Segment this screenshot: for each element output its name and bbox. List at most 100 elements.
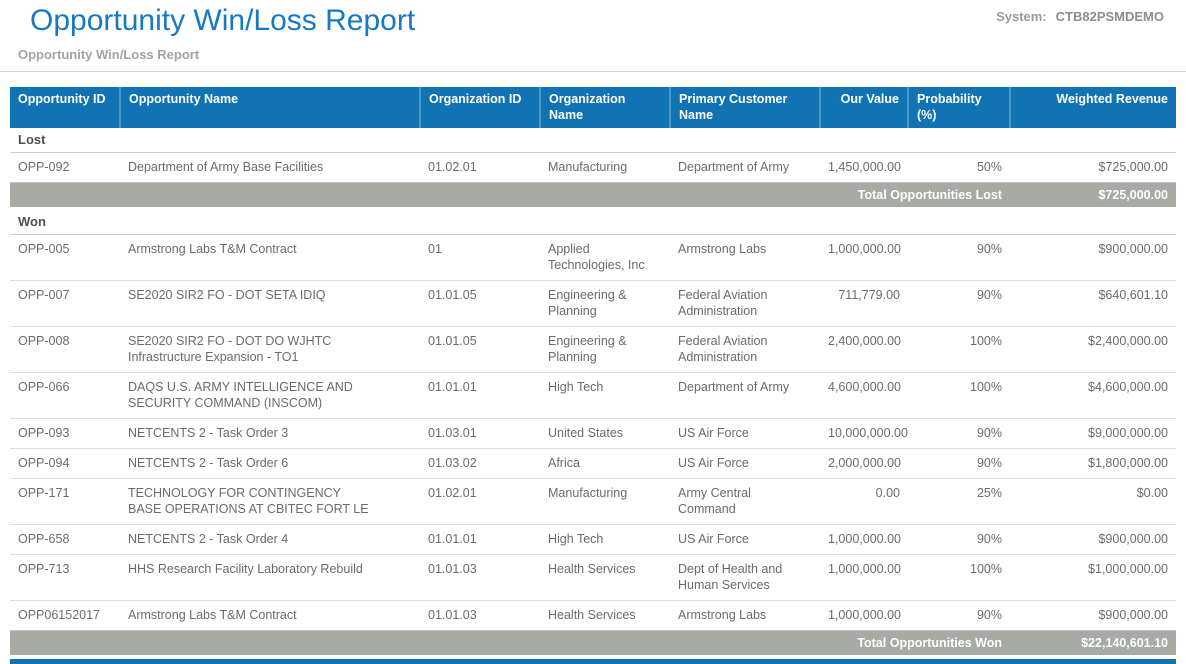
cell-id: OPP-094 [10,448,120,479]
table-row: OPP-008 SE2020 SIR2 FO - DOT DO WJHTC Inf… [10,326,1176,373]
cell-org-name: Africa [540,448,670,479]
column-header-primary-customer-name: Primary Customer Name [669,87,820,128]
page-title: Opportunity Win/Loss Report [30,4,416,37]
cell-customer: Federal Aviation Administration [670,326,820,373]
cell-our-value: 1,000,000.00 [820,554,908,601]
cell-our-value: 0.00 [820,478,908,525]
column-header-organization-id: Organization ID [419,87,540,128]
column-header-organization-name: Organization Name [539,87,670,128]
cell-org-id: 01.03.02 [420,448,540,479]
cell-our-value: 10,000,000.00 [820,418,908,449]
cell-org-id: 01.01.01 [420,372,540,419]
cell-id: OPP-713 [10,554,120,601]
cell-name: Armstrong Labs T&M Contract [120,600,420,631]
cell-id: OPP-093 [10,418,120,449]
cell-customer: US Air Force [670,524,820,555]
cell-weighted: $2,400,000.00 [1010,326,1176,373]
total-row: Total Opportunities Won $22,140,601.10 [10,630,1176,658]
cell-probability: 25% [908,478,1010,525]
cell-our-value: 1,000,000.00 [820,234,908,281]
cell-org-name: High Tech [540,372,670,419]
total-label: Total Opportunities Lost [10,182,1010,210]
column-header-opportunity-name: Opportunity Name [119,87,420,128]
cell-probability: 50% [908,152,1010,183]
cell-id: OPP-171 [10,478,120,525]
section-row: Won [10,208,1176,235]
cell-our-value: 2,400,000.00 [820,326,908,373]
total-value: $725,000.00 [1010,182,1176,210]
cell-org-name: Manufacturing [540,478,670,525]
table-row: OPP-092 Department of Army Base Facilitie… [10,152,1176,183]
cell-org-id: 01 [420,234,540,281]
cell-name: SE2020 SIR2 FO - DOT DO WJHTC Infrastruc… [120,326,420,373]
cell-name: DAQS U.S. ARMY INTELLIGENCE AND SECURITY… [120,372,420,419]
cell-our-value: 1,000,000.00 [820,524,908,555]
cell-id: OPP-008 [10,326,120,373]
cell-org-name: United States [540,418,670,449]
cell-org-id: 01.02.01 [420,478,540,525]
cell-name: SE2020 SIR2 FO - DOT SETA IDIQ [120,280,420,327]
total-row: Total Opportunities Lost $725,000.00 [10,182,1176,210]
cell-weighted: $1,000,000.00 [1010,554,1176,601]
cell-weighted: $725,000.00 [1010,152,1176,183]
cell-customer: Armstrong Labs [670,234,820,281]
cell-name: NETCENTS 2 - Task Order 4 [120,524,420,555]
cell-probability: 100% [908,326,1010,373]
cell-org-id: 01.02.01 [420,152,540,183]
table-header: Opportunity ID Opportunity Name Organiza… [10,87,1176,128]
cell-probability: 100% [908,372,1010,419]
cell-customer: Dept of Health and Human Services [670,554,820,601]
report-table-container: Opportunity ID Opportunity Name Organiza… [10,87,1176,658]
cell-customer: Armstrong Labs [670,600,820,631]
column-header-opportunity-id: Opportunity ID [10,87,120,128]
cell-org-name: Health Services [540,600,670,631]
cell-org-id: 01.03.01 [420,418,540,449]
cell-org-id: 01.01.05 [420,326,540,373]
cell-org-name: Health Services [540,554,670,601]
table-row: OPP-658 NETCENTS 2 - Task Order 4 01.01.01… [10,524,1176,555]
column-header-probability: Probability (%) [907,87,1010,128]
section-label: Lost [10,128,1176,153]
cell-name: NETCENTS 2 - Task Order 3 [120,418,420,449]
column-header-our-value: Our Value [819,87,908,128]
cell-id: OPP-092 [10,152,120,183]
cell-org-name: Engineering & Planning [540,326,670,373]
cell-our-value: 4,600,000.00 [820,372,908,419]
cell-name: TECHNOLOGY FOR CONTINGENCY BASE OPERATIO… [120,478,420,525]
table-row: OPP-005 Armstrong Labs T&M Contract 01 Appl… [10,234,1176,281]
cell-customer: Federal Aviation Administration [670,280,820,327]
cell-probability: 90% [908,418,1010,449]
report-table-body: Lost OPP-092 Department of Army Base Facil… [10,128,1176,658]
cell-weighted: $1,800,000.00 [1010,448,1176,479]
cell-weighted: $900,000.00 [1010,234,1176,281]
cell-id: OPP-005 [10,234,120,281]
report-subtitle: Opportunity Win/Loss Report [18,47,200,62]
cell-org-id: 01.01.05 [420,280,540,327]
cell-name: Armstrong Labs T&M Contract [120,234,420,281]
header-divider [0,71,1186,72]
cell-org-name: Applied Technologies, Inc [540,234,670,281]
cell-our-value: 711,779.00 [820,280,908,327]
cell-customer: Department of Army [670,152,820,183]
cell-customer: US Air Force [670,448,820,479]
cell-weighted: $9,000,000.00 [1010,418,1176,449]
table-row: OPP-713 HHS Research Facility Laboratory … [10,554,1176,601]
cell-id: OPP06152017 [10,600,120,631]
cell-weighted: $4,600,000.00 [1010,372,1176,419]
cell-our-value: 1,450,000.00 [820,152,908,183]
cell-customer: US Air Force [670,418,820,449]
cell-weighted: $900,000.00 [1010,524,1176,555]
cell-org-name: High Tech [540,524,670,555]
total-value: $22,140,601.10 [1010,630,1176,658]
cell-customer: Department of Army [670,372,820,419]
cell-our-value: 2,000,000.00 [820,448,908,479]
total-label: Total Opportunities Won [10,630,1010,658]
cell-org-id: 01.01.03 [420,554,540,601]
table-row: OPP-094 NETCENTS 2 - Task Order 6 01.03.02… [10,448,1176,479]
system-label: System: [996,9,1047,24]
cell-weighted: $900,000.00 [1010,600,1176,631]
section-label: Won [10,208,1176,235]
page-header: Opportunity Win/Loss Report System: CTB82… [0,0,1186,40]
system-value: CTB82PSMDEMO [1055,9,1164,24]
section-row: Lost [10,128,1176,153]
